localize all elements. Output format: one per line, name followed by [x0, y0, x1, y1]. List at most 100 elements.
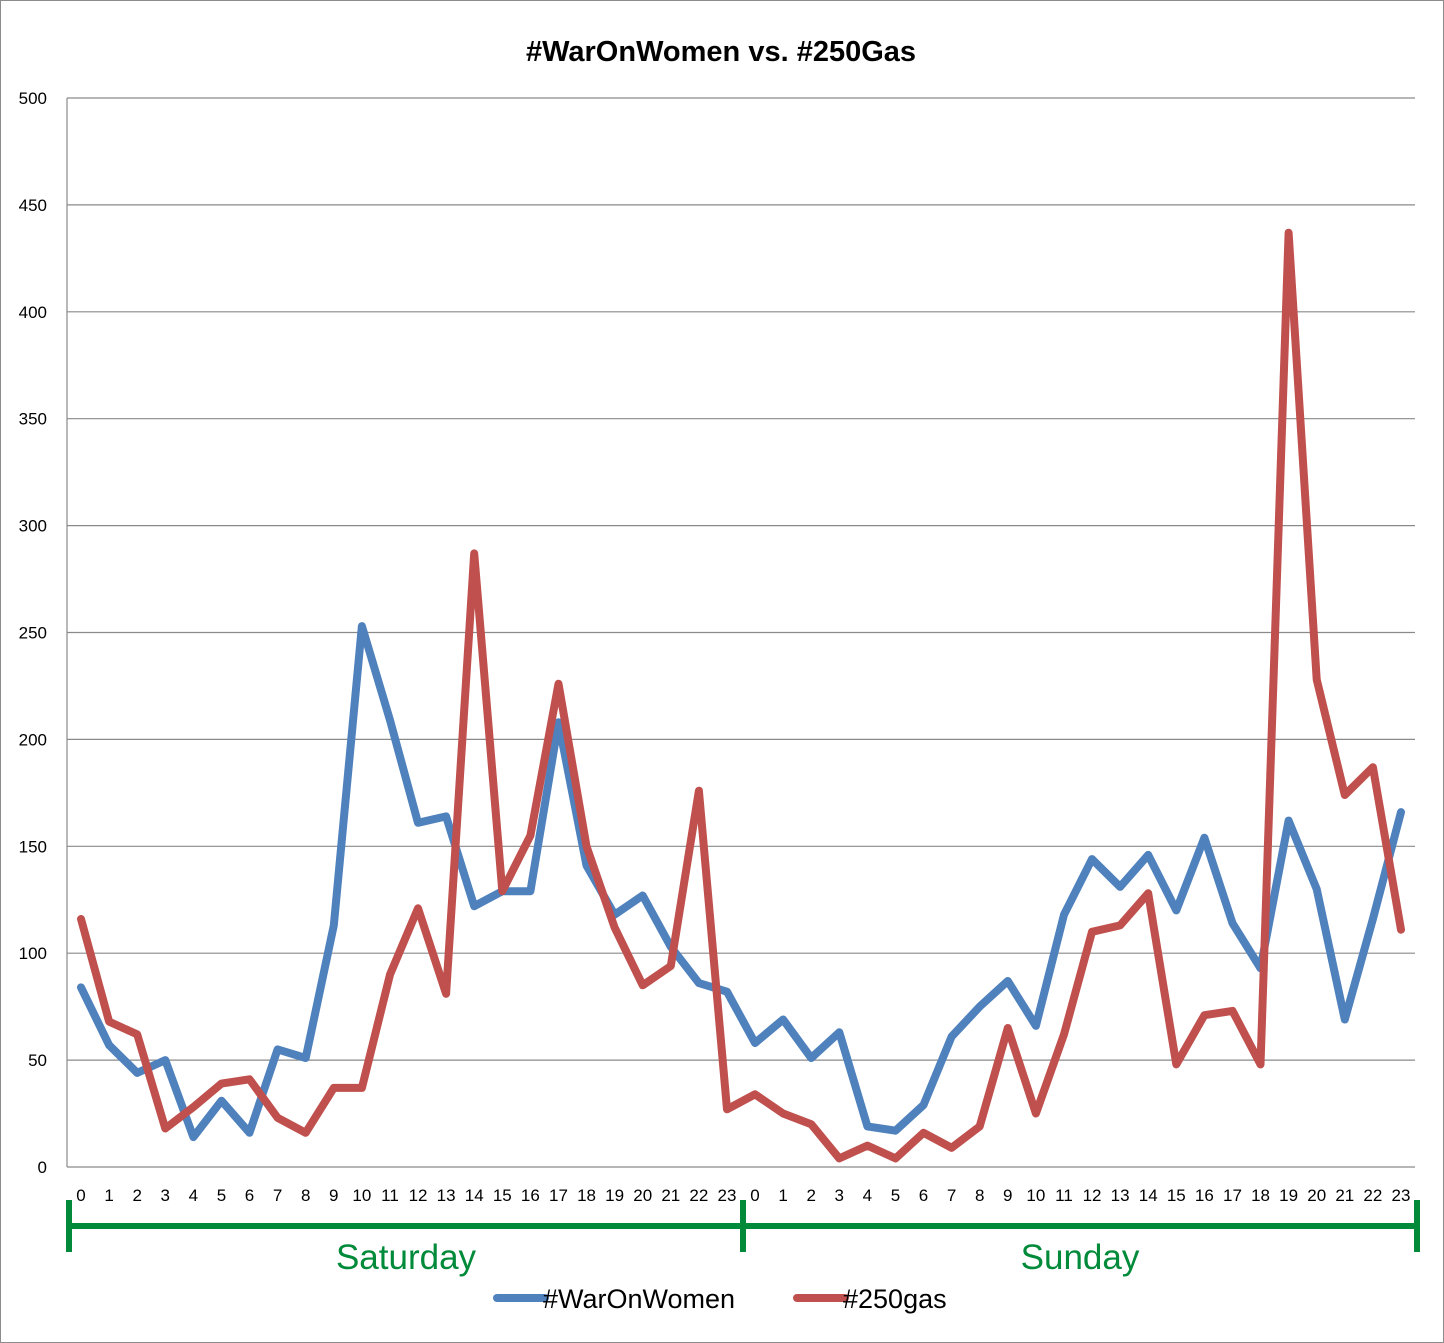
x-tick-label: 22	[689, 1186, 708, 1205]
data-point	[526, 832, 534, 840]
data-point	[386, 716, 394, 724]
day-brackets: Saturday Sunday	[66, 1200, 1420, 1277]
data-point	[161, 1056, 169, 1064]
x-tick-label: 6	[919, 1186, 928, 1205]
data-point	[217, 1080, 225, 1088]
x-tick-label: 12	[1083, 1186, 1102, 1205]
data-point	[835, 1028, 843, 1036]
data-point	[1257, 1060, 1265, 1068]
x-tick-label: 20	[633, 1186, 652, 1205]
data-point	[1088, 928, 1096, 936]
data-point	[948, 1033, 956, 1041]
data-point	[442, 812, 450, 820]
data-point	[105, 1018, 113, 1026]
x-tick-label: 10	[1026, 1186, 1045, 1205]
x-tick-label: 21	[1335, 1186, 1354, 1205]
data-point	[695, 787, 703, 795]
data-point	[1004, 1024, 1012, 1032]
y-tick-label: 50	[28, 1051, 47, 1070]
data-point	[189, 1103, 197, 1111]
x-tick-label: 9	[329, 1186, 338, 1205]
x-tick-label: 16	[1195, 1186, 1214, 1205]
data-point	[583, 842, 591, 850]
data-point	[695, 979, 703, 987]
data-point	[554, 680, 562, 688]
data-point	[1313, 885, 1321, 893]
data-point	[77, 983, 85, 991]
x-tick-label: 18	[577, 1186, 596, 1205]
data-point	[667, 962, 675, 970]
x-tick-label: 7	[273, 1186, 282, 1205]
x-tick-label: 0	[76, 1186, 85, 1205]
x-tick-label: 16	[521, 1186, 540, 1205]
data-point	[751, 1039, 759, 1047]
x-tick-label: 5	[217, 1186, 226, 1205]
x-tick-label: 2	[806, 1186, 815, 1205]
x-tick-label: 11	[1055, 1186, 1073, 1205]
data-point	[779, 1015, 787, 1023]
data-point	[470, 549, 478, 557]
data-point	[891, 1154, 899, 1162]
data-point	[330, 921, 338, 929]
x-tick-label: 6	[245, 1186, 254, 1205]
data-point	[1369, 763, 1377, 771]
x-tick-label: 21	[661, 1186, 680, 1205]
x-tick-label: 7	[947, 1186, 956, 1205]
x-tick-label: 4	[863, 1186, 872, 1205]
x-tick-label: 23	[717, 1186, 736, 1205]
x-tick-label: 8	[975, 1186, 984, 1205]
x-tick-label: 14	[1139, 1186, 1158, 1205]
data-point	[470, 902, 478, 910]
data-point	[863, 1122, 871, 1130]
y-tick-label: 450	[19, 196, 47, 215]
y-tick-label: 400	[19, 303, 47, 322]
data-point	[1341, 791, 1349, 799]
data-point	[976, 1003, 984, 1011]
data-point	[189, 1133, 197, 1141]
x-tick-label: 17	[549, 1186, 568, 1205]
x-tick-label: 9	[1003, 1186, 1012, 1205]
y-tick-label: 500	[19, 89, 47, 108]
data-point	[414, 819, 422, 827]
data-point	[386, 971, 394, 979]
data-point	[1144, 889, 1152, 897]
data-point	[1200, 1011, 1208, 1019]
data-point	[358, 622, 366, 630]
data-point	[1341, 1015, 1349, 1023]
x-tick-label: 1	[104, 1186, 113, 1205]
data-point	[807, 1054, 815, 1062]
data-point	[583, 862, 591, 870]
data-point	[1228, 919, 1236, 927]
data-point	[302, 1129, 310, 1137]
x-tick-label: 18	[1251, 1186, 1270, 1205]
data-point	[807, 1120, 815, 1128]
data-point	[498, 887, 506, 895]
x-tick-label: 4	[189, 1186, 198, 1205]
data-point	[246, 1129, 254, 1137]
data-point	[751, 1090, 759, 1098]
data-point	[1397, 926, 1405, 934]
data-point	[330, 1084, 338, 1092]
data-point	[948, 1144, 956, 1152]
y-tick-label: 300	[19, 517, 47, 536]
data-point	[1285, 817, 1293, 825]
data-point	[1172, 1060, 1180, 1068]
y-tick-label: 200	[19, 730, 47, 749]
series-line-1	[77, 622, 1405, 1142]
day-label: Saturday	[336, 1238, 477, 1277]
data-point	[1032, 1110, 1040, 1118]
legend: #WarOnWomen #250gas	[493, 1284, 947, 1314]
data-point	[1313, 676, 1321, 684]
data-point	[1172, 906, 1180, 914]
data-point	[442, 990, 450, 998]
data-point	[161, 1125, 169, 1133]
x-tick-label: 12	[409, 1186, 428, 1205]
x-tick-label: 5	[891, 1186, 900, 1205]
data-point	[358, 1084, 366, 1092]
x-tick-label: 3	[835, 1186, 844, 1205]
data-point	[274, 1045, 282, 1053]
x-tick-label: 19	[605, 1186, 624, 1205]
data-point	[1032, 1022, 1040, 1030]
x-tick-label: 19	[1279, 1186, 1298, 1205]
